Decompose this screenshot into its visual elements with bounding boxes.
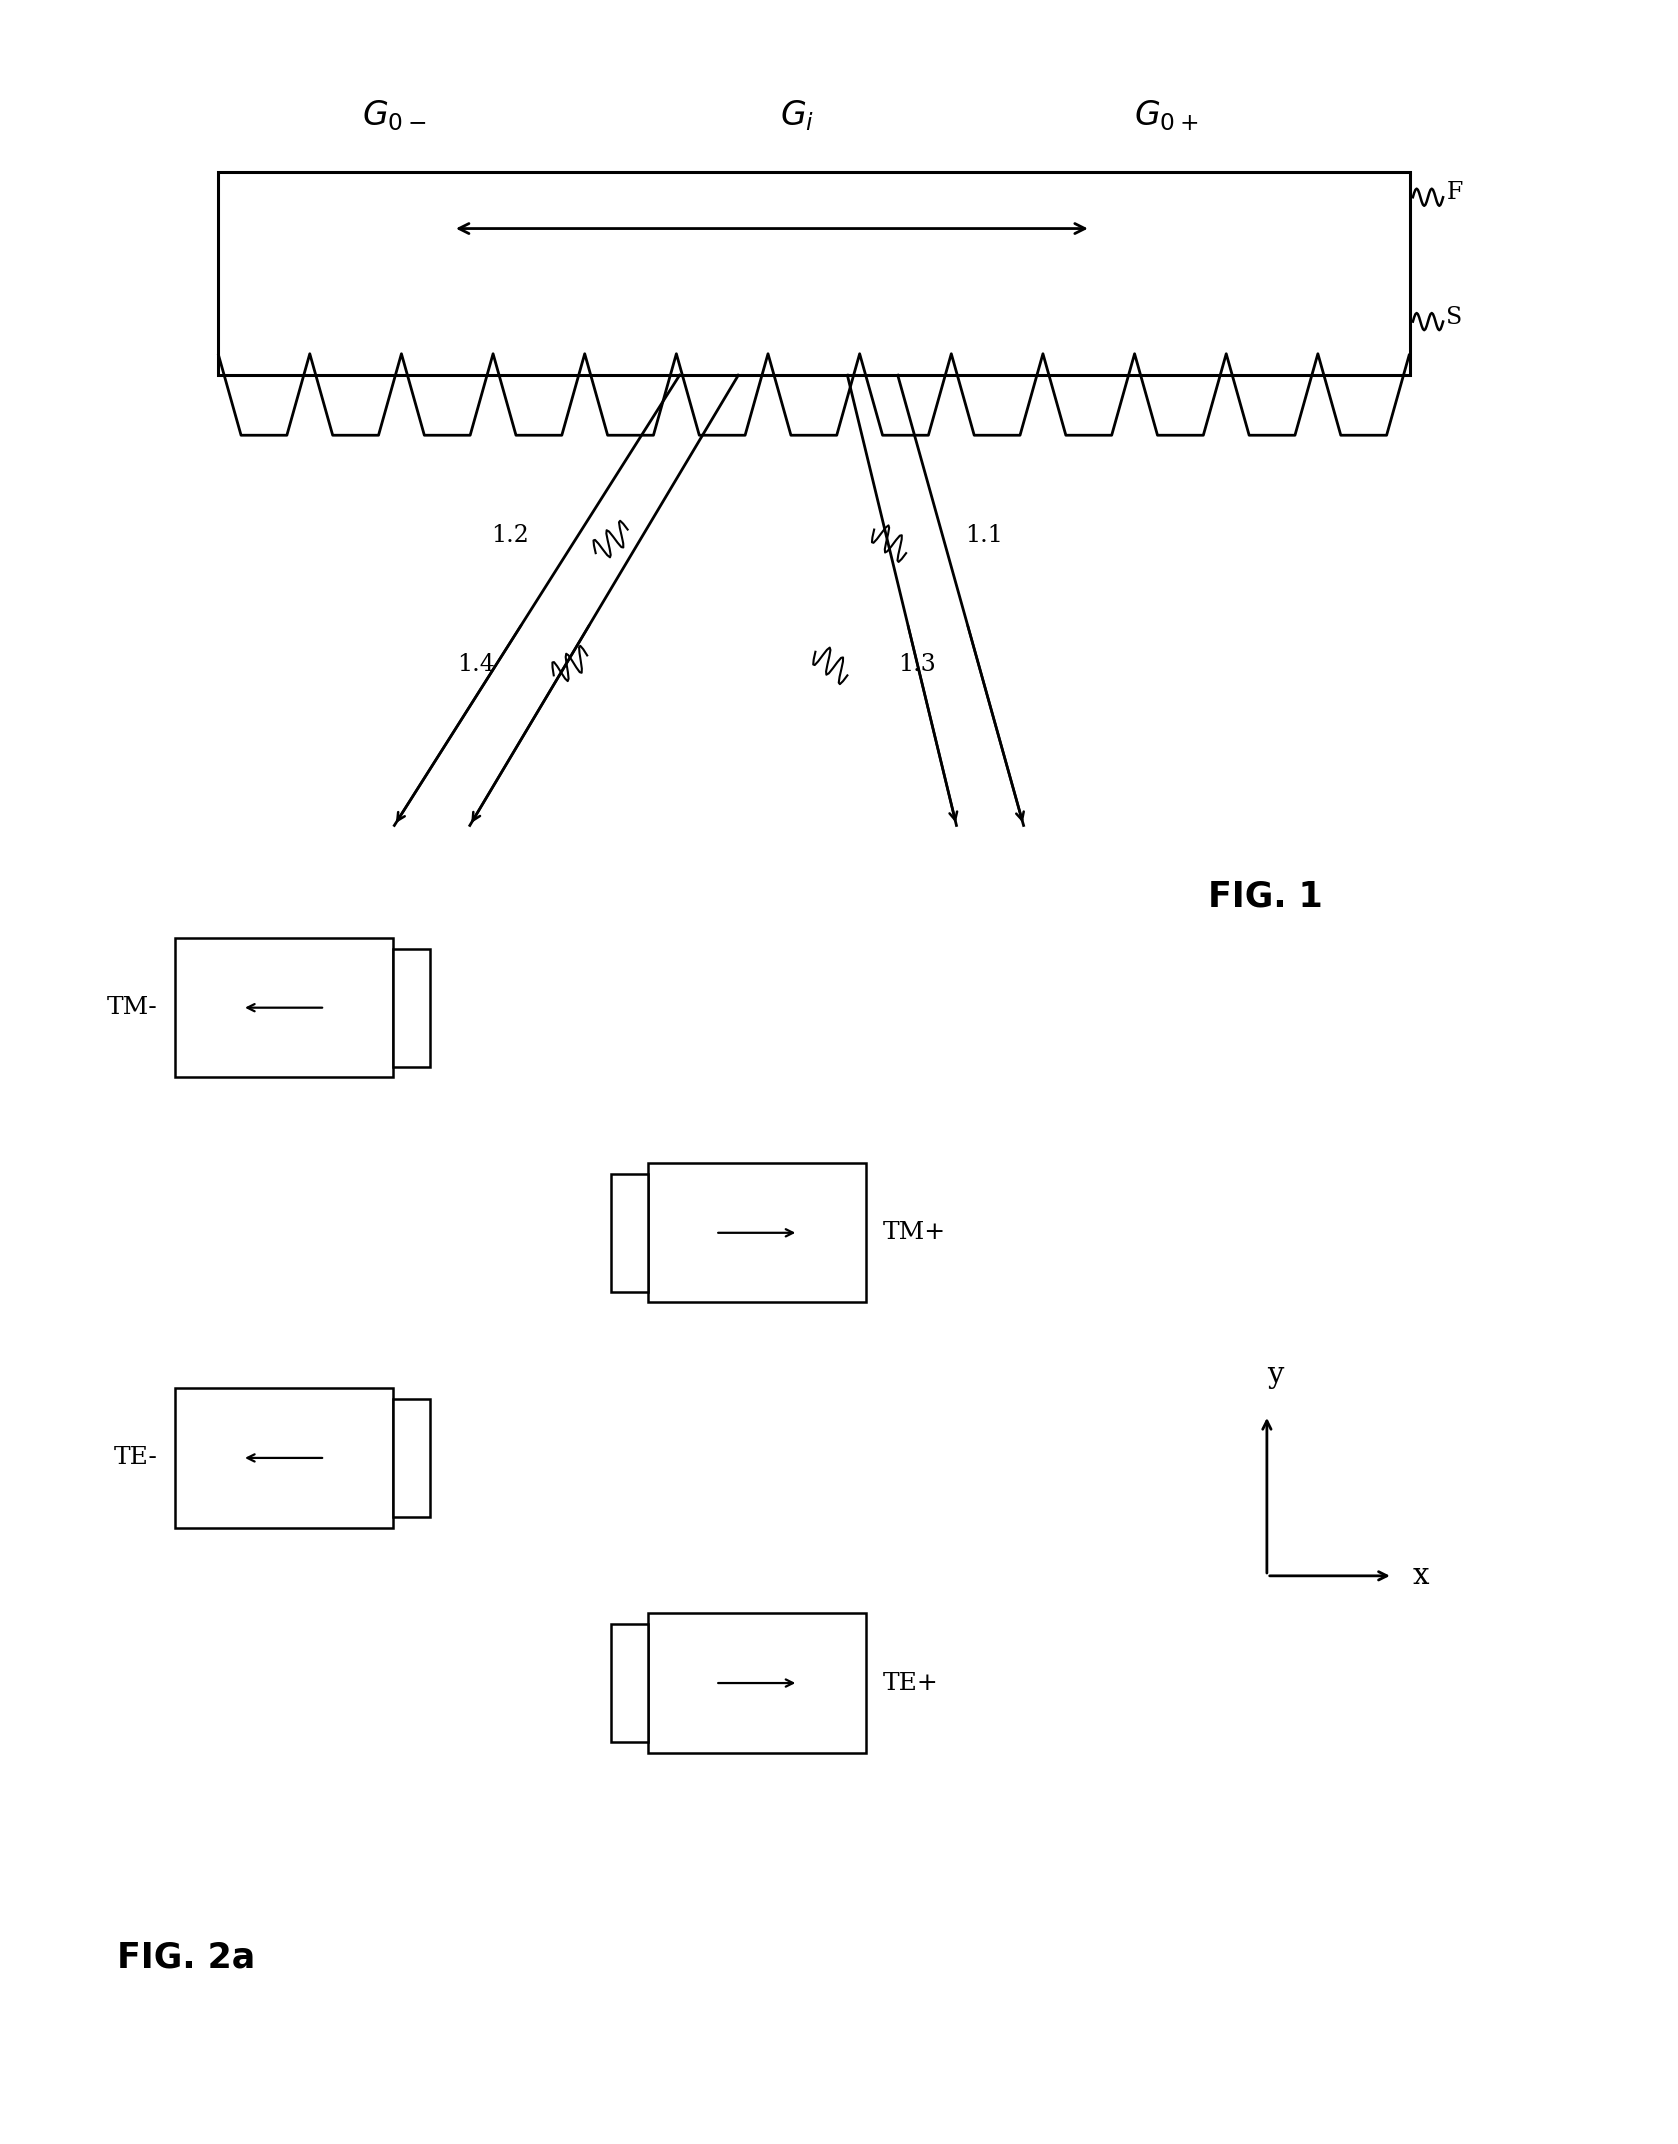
Bar — [611, 1625, 648, 1741]
Bar — [393, 1398, 430, 1518]
Bar — [648, 1162, 866, 1301]
Text: TM+: TM+ — [883, 1222, 946, 1244]
Text: TM-: TM- — [107, 997, 158, 1018]
Text: $G_{0+}$: $G_{0+}$ — [1134, 99, 1198, 133]
Text: S: S — [1446, 307, 1463, 328]
Bar — [648, 1612, 866, 1754]
Text: $G_{0-}$: $G_{0-}$ — [362, 99, 426, 133]
Bar — [218, 172, 1410, 375]
Text: 1.2: 1.2 — [490, 525, 529, 547]
Text: 1.1: 1.1 — [965, 525, 1003, 547]
Text: $G_i$: $G_i$ — [780, 99, 814, 133]
Bar — [393, 948, 430, 1066]
Text: 1.4: 1.4 — [456, 654, 495, 675]
Text: FIG. 1: FIG. 1 — [1208, 879, 1322, 913]
Text: FIG. 2a: FIG. 2a — [117, 1940, 255, 1975]
Bar — [611, 1175, 648, 1291]
Text: x: x — [1413, 1561, 1430, 1591]
Bar — [175, 939, 393, 1076]
Text: TE+: TE+ — [883, 1672, 938, 1694]
Bar — [175, 1389, 393, 1527]
Text: y: y — [1267, 1361, 1284, 1389]
Text: TE-: TE- — [114, 1447, 158, 1469]
Text: 1.3: 1.3 — [898, 654, 935, 675]
Text: F: F — [1446, 182, 1463, 204]
